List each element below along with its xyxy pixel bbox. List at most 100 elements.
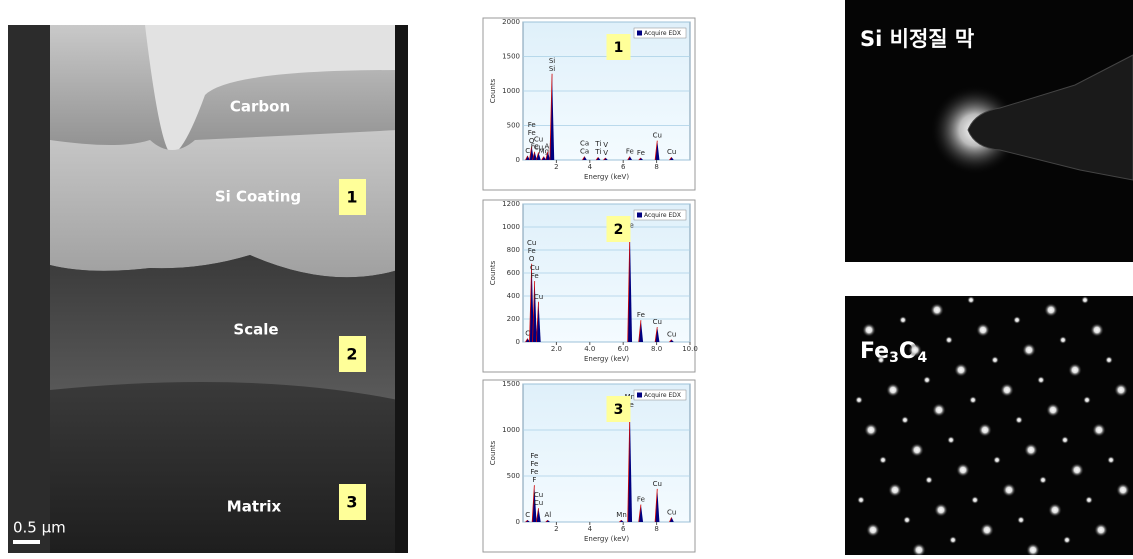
peak-label: Fe xyxy=(530,460,538,468)
legend-swatch xyxy=(637,213,642,218)
x-tick-label: 4.0 xyxy=(584,345,595,353)
diffraction-spot xyxy=(1015,416,1023,424)
diffraction-spot xyxy=(1085,496,1093,504)
diffraction-spot xyxy=(1090,323,1104,337)
diffraction-spot xyxy=(1044,303,1058,317)
legend-label: Acquire EDX xyxy=(644,212,681,219)
diffraction-spot xyxy=(934,503,948,517)
peak-label: Cu xyxy=(667,508,676,516)
spectra: 05001000150020002468Energy (keV)CountsCO… xyxy=(483,18,698,552)
diffraction-spot xyxy=(1022,343,1036,357)
marker: 3 xyxy=(346,493,357,512)
tem-image: Carbon Si Coating Scale Matrix 1 2 3 0.5… xyxy=(8,25,408,553)
diffraction-spot xyxy=(866,523,880,537)
x-tick-label: 2 xyxy=(554,525,558,533)
peak-label: Fe xyxy=(637,149,645,157)
legend-label: Acquire EDX xyxy=(644,30,681,37)
peak-label: C xyxy=(525,147,530,155)
diffraction-crystal: Fe3O4 xyxy=(845,296,1133,555)
marker: 2 xyxy=(346,345,357,364)
peak-label: Fe xyxy=(626,148,634,156)
diffraction-spot xyxy=(1063,536,1071,544)
diffraction-spot xyxy=(879,456,887,464)
diffraction-spot xyxy=(932,403,946,417)
diffraction-spot xyxy=(1070,463,1084,477)
diffraction-spot xyxy=(949,536,957,544)
diffraction-spot xyxy=(925,476,933,484)
title-sub: 3 xyxy=(889,350,899,366)
diffraction-spot xyxy=(908,343,922,357)
peak-label: Cu xyxy=(534,491,543,499)
peak-label: Mn xyxy=(616,511,626,519)
y-tick-label: 600 xyxy=(507,269,520,277)
peak-label: Fe xyxy=(637,311,645,319)
peak-label: Ti xyxy=(594,148,601,156)
y-tick-label: 500 xyxy=(507,472,520,480)
peak-label: Fe xyxy=(530,468,538,476)
diffraction-spot xyxy=(1048,503,1062,517)
marker: 1 xyxy=(346,188,357,207)
legend-swatch xyxy=(637,31,642,36)
diffraction-spot xyxy=(967,296,975,304)
peak-label: Fe xyxy=(531,272,539,280)
x-axis-label: Energy (keV) xyxy=(584,173,629,181)
peak-label: Cu xyxy=(534,499,543,507)
diffraction-spot xyxy=(947,436,955,444)
peak-label: Si xyxy=(549,57,555,65)
y-tick-label: 0 xyxy=(516,156,520,164)
diffraction-spot xyxy=(1094,523,1108,537)
scale-bar-label: 0.5 μm xyxy=(13,519,66,537)
peak-label: Cu xyxy=(534,135,543,143)
y-tick-label: 800 xyxy=(507,246,520,254)
diffraction-spot xyxy=(993,456,1001,464)
y-tick-label: 1000 xyxy=(502,223,520,231)
peak-label: Cu xyxy=(530,264,539,272)
x-tick-label: 6 xyxy=(621,525,626,533)
peak-label: Si xyxy=(549,65,555,73)
diffraction-spot xyxy=(978,423,992,437)
y-tick-label: 400 xyxy=(507,292,520,300)
diffraction-spot xyxy=(1037,376,1045,384)
scale-bar xyxy=(13,540,40,544)
diffraction-spot xyxy=(1083,396,1091,404)
diffraction-spot xyxy=(1114,383,1128,397)
x-tick-label: 4 xyxy=(588,163,593,171)
y-axis-label: Counts xyxy=(489,78,497,103)
y-tick-label: 200 xyxy=(507,315,520,323)
diffraction-spot xyxy=(886,383,900,397)
diffraction-spot xyxy=(1002,483,1016,497)
diffraction-spot xyxy=(945,336,953,344)
diffraction-spot xyxy=(1068,363,1082,377)
x-tick-label: 8 xyxy=(654,525,658,533)
y-tick-label: 500 xyxy=(507,122,520,130)
badge: 1 xyxy=(614,40,624,56)
peak-label: Cu xyxy=(653,480,662,488)
diffraction-spot xyxy=(971,496,979,504)
x-axis-label: Energy (keV) xyxy=(584,355,629,363)
diffraction-spot xyxy=(1017,516,1025,524)
legend-swatch xyxy=(637,393,642,398)
legend-label: Acquire EDX xyxy=(644,392,681,399)
diffraction-spot xyxy=(901,416,909,424)
diffraction-spot xyxy=(930,303,944,317)
y-tick-label: 2000 xyxy=(502,18,520,26)
diffraction-spot xyxy=(980,523,994,537)
peak-label: Al xyxy=(545,511,552,519)
diffraction-spot xyxy=(1105,356,1113,364)
peak-label: Fe xyxy=(530,452,538,460)
diffraction-spot xyxy=(1013,316,1021,324)
diffraction-spot xyxy=(956,463,970,477)
x-tick-label: 8 xyxy=(654,163,658,171)
diffraction-spot xyxy=(954,363,968,377)
peak-label: O xyxy=(529,255,535,263)
diffraction-spot xyxy=(923,376,931,384)
x-axis-label: Energy (keV) xyxy=(584,535,629,543)
y-tick-label: 1000 xyxy=(502,87,520,95)
diffraction-spot xyxy=(1059,336,1067,344)
y-tick-label: 1500 xyxy=(502,380,520,388)
peak-label: Fe xyxy=(528,247,536,255)
diffraction-spot xyxy=(1107,456,1115,464)
x-tick-label: 2 xyxy=(554,163,558,171)
tem-edge-left xyxy=(8,25,50,553)
y-tick-label: 0 xyxy=(516,518,520,526)
